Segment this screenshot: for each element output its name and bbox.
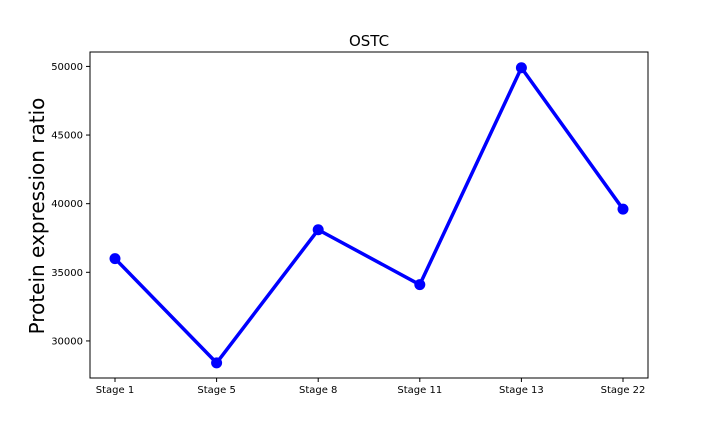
plot-area-frame [89, 51, 649, 379]
series-layer [109, 62, 629, 369]
x-tick-label: Stage 11 [397, 385, 442, 396]
data-point [109, 253, 121, 265]
data-point [515, 62, 527, 74]
x-tick-label: Stage 1 [96, 385, 134, 396]
x-tick-label: Stage 5 [197, 385, 235, 396]
y-axis-ticks: 30000 35000 40000 45000 50000 [51, 62, 90, 347]
data-point [617, 203, 629, 215]
data-point [211, 357, 223, 369]
series-line [113, 66, 625, 365]
data-point [414, 279, 426, 291]
y-tick-label: 30000 [51, 336, 83, 347]
x-tick-label: Stage 22 [601, 385, 646, 396]
y-axis-label: Protein expression ratio [25, 98, 49, 335]
y-tick-label: 45000 [51, 131, 83, 142]
x-axis-ticks: Stage 1 Stage 5 Stage 8 Stage 11 Stage 13 Sta… [96, 378, 646, 396]
y-tick-label: 50000 [51, 62, 83, 73]
x-tick-label: Stage 8 [299, 385, 337, 396]
data-point [312, 224, 324, 236]
x-tick-label: Stage 13 [499, 385, 544, 396]
chart-title: OSTC [349, 32, 389, 50]
y-tick-label: 40000 [51, 199, 83, 210]
y-tick-label: 35000 [51, 268, 83, 279]
